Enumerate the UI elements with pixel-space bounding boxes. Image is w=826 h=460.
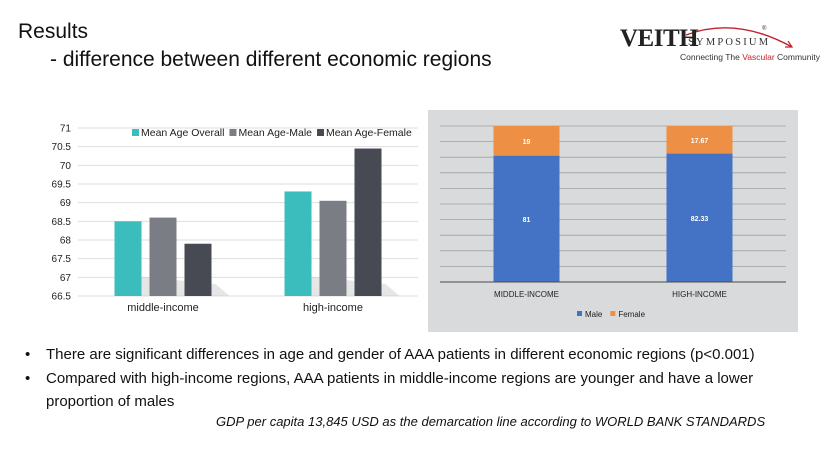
logo-registered-mark: ® [762, 26, 767, 32]
bullet-dot: • [25, 346, 31, 363]
bar-segment [666, 126, 733, 154]
x-tick-label: middle-income [127, 302, 199, 314]
legend-swatch [317, 129, 325, 136]
y-tick-label: 69 [60, 198, 72, 209]
x-tick-label: HIGH-INCOME [672, 290, 727, 299]
bar-segment [493, 155, 560, 282]
legend-label: Female [618, 310, 645, 319]
y-tick-label: 70 [60, 161, 72, 172]
veith-symposium-logo: VEITH SYMPOSIUM ® Connecting The Vascula… [606, 16, 820, 64]
bullet-item: • Compared with high-income regions, AAA… [25, 367, 755, 391]
y-tick-label: 68.5 [52, 217, 72, 228]
legend-label: Mean Age-Male [238, 127, 312, 139]
logo-tagline-highlight: Vascular [742, 52, 775, 62]
x-tick-label: MIDDLE-INCOME [494, 290, 559, 299]
bar [184, 243, 212, 296]
bar [354, 148, 382, 296]
legend-swatch [577, 311, 582, 316]
logo-wordmark: VEITH [620, 25, 699, 52]
slide-title: Results [18, 20, 89, 43]
bar [149, 217, 177, 296]
y-tick-label: 70.5 [52, 142, 72, 153]
bar-segment [493, 126, 560, 156]
logo-tagline-pre: Connecting The [680, 52, 743, 62]
y-tick-label: 71 [60, 124, 72, 135]
legend-label: Mean Age-Female [326, 127, 412, 139]
bullet-text: Compared with high-income regions, AAA p… [46, 369, 754, 387]
legend-swatch [610, 311, 616, 316]
logo-arc-icon [685, 27, 794, 48]
bar-segment [666, 153, 733, 282]
y-tick-label: 66.5 [52, 292, 72, 303]
data-label: 19 [523, 139, 531, 146]
bar [284, 191, 312, 296]
y-tick-label: 69.5 [52, 180, 72, 191]
logo-symposium: SYMPOSIUM [688, 37, 771, 48]
gender-stacked-bar-chart: 81 19 MIDDLE-INCOME 82.33 17.67 HIGH-INCOME Ma… [428, 110, 798, 332]
bullet-item: • There are significant differences in a… [25, 343, 755, 367]
data-label: 17.67 [691, 138, 709, 145]
legend-swatch [229, 129, 237, 136]
legend-label: Mean Age Overall [141, 127, 224, 139]
legend-label: Male [585, 310, 603, 319]
footnote: GDP per capita 13,845 USD as the demarca… [216, 414, 766, 429]
data-label: 82.33 [691, 216, 709, 223]
bar [319, 200, 347, 296]
y-tick-label: 67.5 [52, 254, 72, 265]
chart-background [428, 110, 798, 332]
bullet-continuation: proportion of males [46, 393, 175, 410]
legend-swatch [132, 129, 139, 136]
bullet-text: There are significant differences in age… [46, 346, 755, 363]
y-tick-label: 68 [60, 236, 72, 247]
slide-subtitle: - difference between different economic … [50, 48, 492, 71]
x-tick-label: high-income [303, 302, 363, 314]
data-label: 81 [523, 217, 531, 224]
bar [114, 221, 142, 296]
bullet-list: • There are significant differences in a… [25, 343, 755, 414]
y-tick-label: 67 [60, 273, 72, 284]
logo-tagline-post: Community [774, 52, 821, 62]
logo-tagline: Connecting The Vascular Community [680, 52, 820, 62]
bullet-dot: • [25, 369, 31, 387]
mean-age-bar-chart: 71 70.5 70 69.5 69 68.5 68 67.5 67 66.5 middle-inc… [52, 124, 418, 314]
